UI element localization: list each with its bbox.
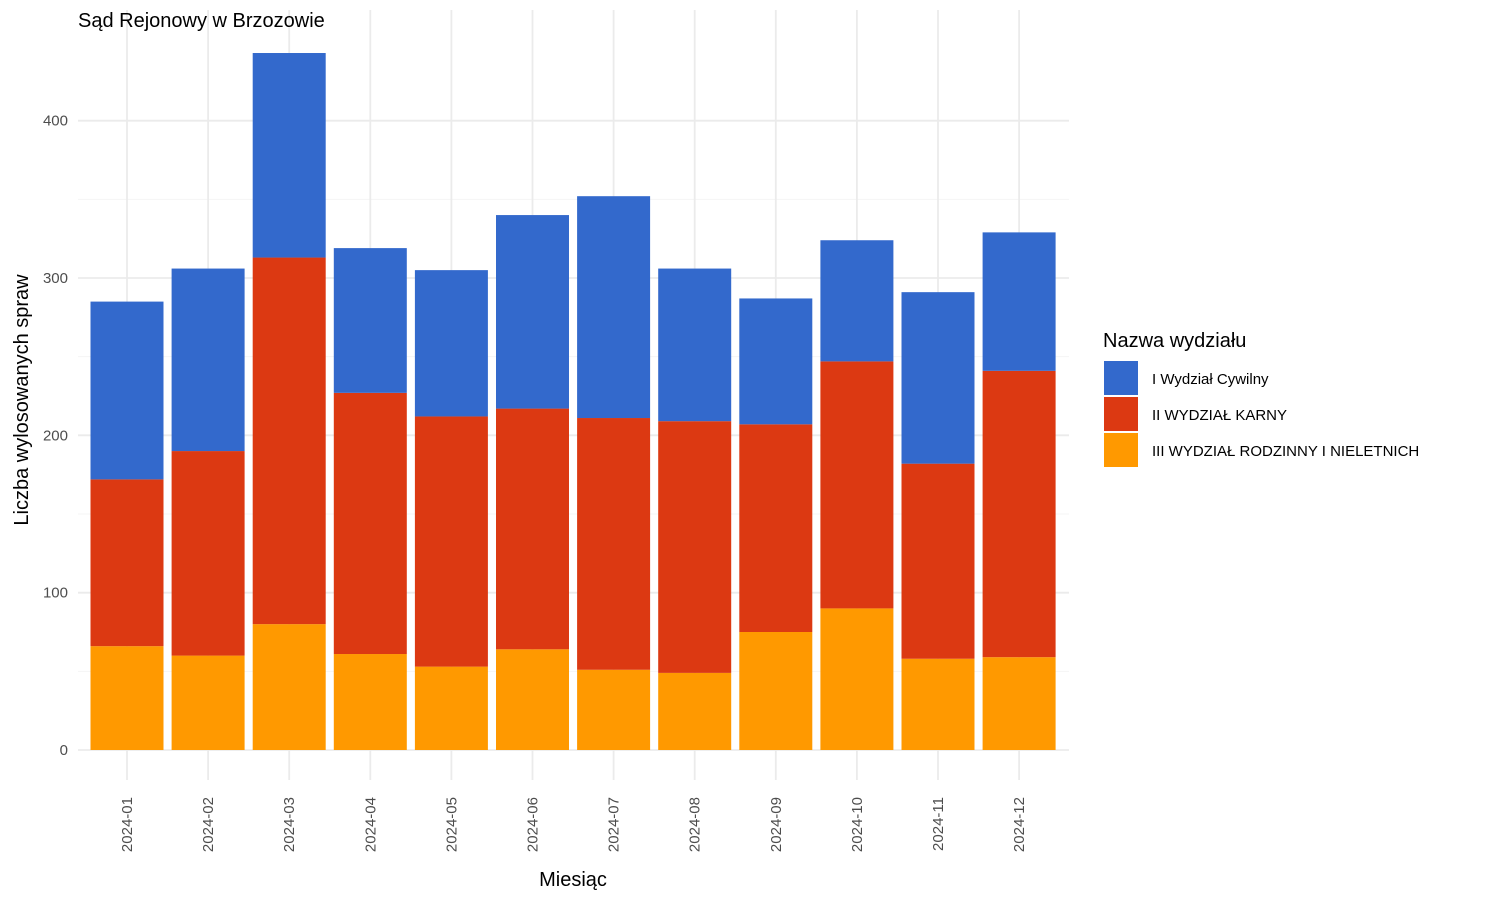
bar-segment — [982, 232, 1056, 371]
bar-segment — [414, 270, 488, 417]
bar-segment — [171, 655, 245, 750]
bar-segment — [252, 624, 326, 750]
bar-segment — [739, 298, 813, 425]
bar-segment — [90, 646, 164, 750]
bar-segment — [739, 424, 813, 632]
bar-segment — [820, 361, 894, 609]
y-tick-label: 200 — [43, 427, 68, 444]
bar-segment — [414, 666, 488, 750]
bar-segment — [496, 408, 569, 650]
bar-segment — [496, 649, 569, 750]
x-tick-label: 2024-11 — [930, 797, 947, 851]
y-tick-label: 300 — [43, 270, 68, 287]
bar-segment — [982, 370, 1056, 658]
bar-segment — [171, 451, 245, 656]
x-axis-title: Miesiąc — [539, 869, 607, 891]
x-tick-label: 2024-08 — [687, 797, 704, 852]
bar-segment — [252, 257, 326, 625]
bar-segment — [577, 418, 651, 670]
bar-segment — [414, 416, 488, 667]
y-tick-label: 400 — [43, 113, 68, 130]
bars — [90, 53, 1056, 750]
legend-label: III WYDZIAŁ RODZINNY I NIELETNICH — [1152, 443, 1419, 460]
x-tick-label: 2024-06 — [525, 797, 542, 852]
chart-title: Sąd Rejonowy w Brzozowie — [78, 10, 325, 32]
x-tick-label: 2024-01 — [119, 797, 136, 852]
x-tick-label: 2024-05 — [443, 797, 460, 852]
x-tick-label: 2024-02 — [200, 797, 217, 852]
x-axis-ticks: 2024-01 2024-02 2024-03 2024-04 2024-05 2024-… — [119, 797, 1028, 852]
bar-segment — [658, 421, 732, 673]
bar-segment — [252, 53, 326, 258]
bar-segment — [982, 657, 1056, 750]
y-tick-label: 0 — [60, 742, 68, 759]
legend-items: I Wydział Cywilny II WYDZIAŁ KARNY III WYD… — [1104, 361, 1419, 467]
legend-label: II WYDZIAŁ KARNY — [1152, 407, 1287, 424]
bar-segment — [90, 479, 164, 647]
legend-label: I Wydział Cywilny — [1152, 371, 1269, 388]
bar-segment — [171, 268, 245, 452]
legend-swatch — [1104, 433, 1138, 467]
bar-segment — [577, 196, 651, 419]
y-tick-label: 100 — [43, 585, 68, 602]
bar-segment — [820, 608, 894, 750]
y-axis-title: Liczba wylosowanych spraw — [11, 274, 33, 526]
legend: Nazwa wydziału I Wydział Cywilny II WYDZI… — [1103, 330, 1419, 467]
x-tick-label: 2024-04 — [362, 797, 379, 852]
bar-segment — [901, 658, 975, 750]
bar-segment — [333, 654, 407, 750]
bar-segment — [90, 301, 164, 480]
y-axis-ticks: 0 100 200 300 400 — [43, 113, 68, 759]
x-tick-label: 2024-12 — [1011, 797, 1028, 852]
x-tick-label: 2024-07 — [606, 797, 623, 852]
legend-swatch — [1104, 397, 1138, 431]
bar-segment — [658, 672, 732, 750]
bar-segment — [820, 240, 894, 362]
legend-swatch — [1104, 361, 1138, 395]
bar-segment — [658, 268, 732, 422]
bar-segment — [901, 292, 975, 464]
bar-segment — [739, 632, 813, 750]
x-tick-label: 2024-09 — [768, 797, 785, 852]
x-tick-label: 2024-03 — [281, 797, 298, 852]
bar-segment — [333, 392, 407, 655]
bar-segment — [901, 463, 975, 659]
bar-segment — [333, 248, 407, 393]
bar-segment — [496, 215, 569, 409]
bar-segment — [577, 669, 651, 750]
legend-title: Nazwa wydziału — [1103, 330, 1246, 352]
x-tick-label: 2024-10 — [849, 797, 866, 852]
